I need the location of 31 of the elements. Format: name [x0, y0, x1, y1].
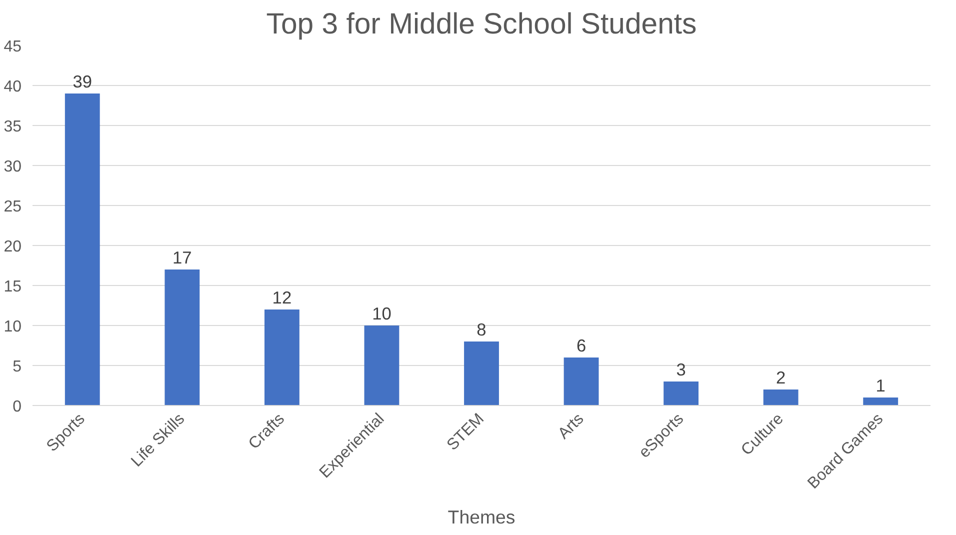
- y-tick-label: 25: [4, 198, 22, 216]
- chart-title: Top 3 for Middle School Students: [266, 8, 697, 40]
- x-axis-title: Themes: [448, 506, 516, 528]
- bar: [464, 342, 499, 406]
- y-tick-label: 20: [4, 238, 22, 256]
- data-label: 12: [272, 288, 292, 308]
- data-label: 6: [576, 336, 586, 356]
- data-label: 10: [372, 304, 392, 324]
- bar: [763, 390, 798, 406]
- y-tick-label: 10: [4, 318, 22, 336]
- bar: [564, 358, 599, 406]
- y-tick-label: 35: [4, 118, 22, 136]
- bar: [164, 270, 200, 406]
- y-tick-label: 15: [4, 278, 22, 296]
- y-tick-label: 40: [4, 78, 22, 96]
- y-tick-label: 5: [12, 358, 22, 376]
- y-tick-label: 45: [4, 38, 22, 56]
- bar: [664, 382, 699, 406]
- bar: [364, 326, 400, 406]
- data-label: 17: [172, 248, 192, 268]
- data-label: 2: [776, 368, 786, 388]
- y-tick-label: 0: [12, 398, 22, 416]
- data-label: 3: [676, 360, 686, 380]
- bar: [64, 94, 100, 406]
- data-label: 39: [72, 72, 92, 92]
- data-label: 1: [876, 376, 886, 396]
- bar: [264, 310, 300, 406]
- data-label: 8: [476, 320, 486, 340]
- bar: [863, 398, 898, 406]
- x-tick-label: Arts: [555, 410, 588, 443]
- y-tick-label: 30: [4, 158, 22, 176]
